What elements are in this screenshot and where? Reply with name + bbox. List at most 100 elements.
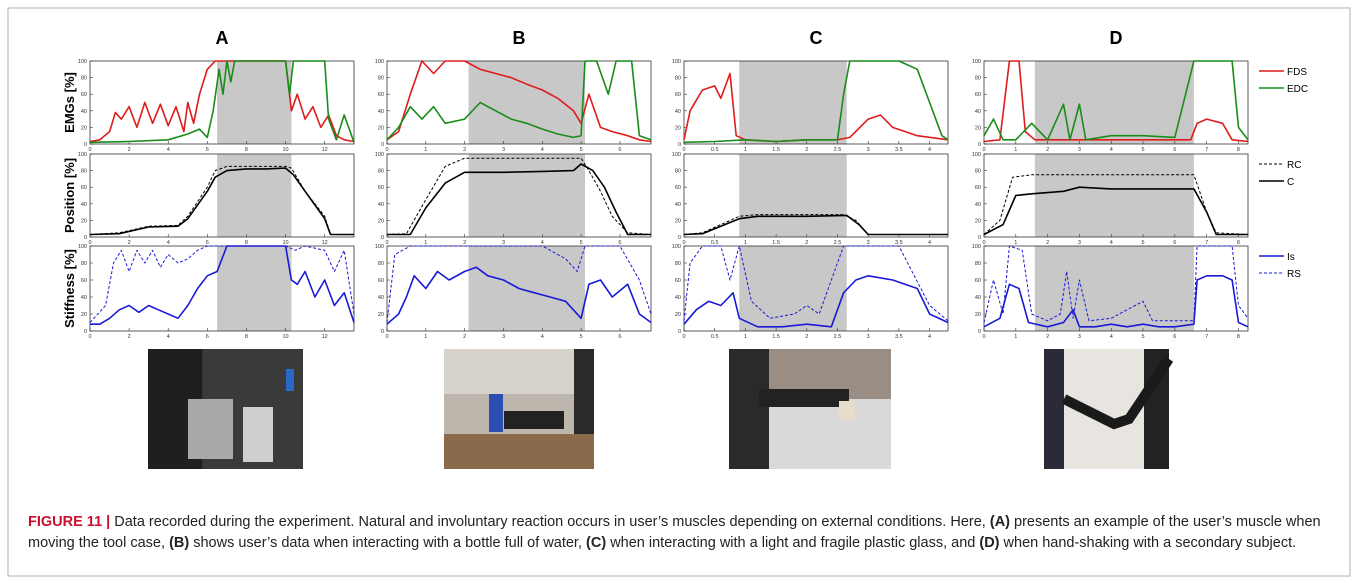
shaded-interval — [468, 61, 585, 144]
photo-person-left — [1044, 349, 1064, 469]
y-tick-label: 40 — [378, 295, 384, 301]
x-tick-label: 1 — [1014, 240, 1017, 246]
series-c-line — [89, 167, 354, 236]
x-tick-label: 4 — [541, 334, 544, 340]
y-tick-label: 100 — [972, 152, 981, 158]
photo-prosthesis — [504, 411, 564, 429]
series-fds-line — [983, 60, 1249, 143]
y-tick-label: 60 — [975, 278, 981, 284]
y-tick-label: 60 — [378, 92, 384, 98]
x-tick-label: 12 — [322, 147, 328, 153]
y-tick-label: 80 — [975, 76, 981, 82]
y-tick-label: 40 — [81, 109, 87, 115]
x-tick-label: 5 — [1142, 334, 1145, 340]
y-tick-label: 20 — [378, 125, 384, 131]
y-tick-label: 100 — [972, 59, 981, 65]
row-label-emg: EMGs [%] — [62, 72, 77, 133]
axes-box — [683, 60, 949, 145]
legend-label-fds: FDS — [1287, 67, 1307, 78]
y-tick-label: 100 — [78, 152, 87, 158]
axes-box — [89, 153, 355, 238]
x-tick-label: 2 — [805, 147, 808, 153]
y-tick-label: 20 — [81, 125, 87, 131]
shaded-interval — [739, 246, 847, 331]
y-tick-label: 80 — [81, 76, 87, 82]
x-tick-label: 2 — [463, 334, 466, 340]
y-tick-label: 100 — [672, 59, 681, 65]
y-tick-label: 40 — [81, 202, 87, 208]
x-tick-label: 4 — [167, 334, 170, 340]
x-tick-label: 2.5 — [834, 147, 842, 153]
series-rc-line — [386, 157, 652, 235]
shaded-interval — [468, 154, 585, 237]
x-tick-label: 0 — [385, 147, 388, 153]
photo-glass — [839, 401, 855, 419]
x-tick-label: 4 — [167, 240, 170, 246]
y-tick-label: 40 — [975, 202, 981, 208]
panel-letter-d: D — [1110, 28, 1123, 48]
x-tick-label: 2 — [1046, 147, 1049, 153]
plot-a-stiffness: 0 20 40 60 80 100 0 2 4 6 8 10 12 — [78, 244, 355, 340]
y-tick-label: 0 — [678, 235, 681, 241]
x-tick-label: 7 — [1205, 334, 1208, 340]
x-tick-label: 1.5 — [772, 334, 780, 340]
legend-stiffness: Is RS — [1259, 252, 1301, 280]
x-tick-label: 4 — [541, 147, 544, 153]
photo-box — [243, 407, 273, 462]
series-fds-line — [89, 60, 355, 143]
y-tick-label: 20 — [378, 312, 384, 318]
axes-box — [386, 60, 652, 145]
plot-a-emg: 0 20 40 60 80 100 0 2 4 6 8 10 12 — [78, 59, 355, 153]
y-tick-label: 80 — [675, 76, 681, 82]
x-tick-label: 3.5 — [895, 240, 903, 246]
series-c-line — [683, 214, 948, 236]
x-tick-label: 8 — [245, 240, 248, 246]
plot-c-stiffness: 0 20 40 60 80 100 0 0.5 1 1.5 2 2.5 3 3.5 4 — [672, 244, 949, 340]
x-tick-label: 6 — [618, 334, 621, 340]
x-tick-label: 3 — [1078, 240, 1081, 246]
shaded-interval — [468, 246, 585, 331]
series-rs-line — [683, 245, 949, 322]
x-tick-label: 1 — [424, 334, 427, 340]
series-is-line — [90, 245, 355, 325]
x-tick-label: 0 — [682, 147, 685, 153]
x-tick-label: 0 — [982, 334, 985, 340]
series-rs-line — [983, 245, 1249, 323]
x-tick-label: 0 — [88, 334, 91, 340]
x-tick-label: 0 — [682, 240, 685, 246]
photo-person — [729, 349, 769, 469]
x-tick-label: 1 — [744, 147, 747, 153]
row-label-position: Position [%] — [62, 158, 77, 233]
x-tick-label: 3 — [867, 240, 870, 246]
plot-d-position: 0 20 40 60 80 100 0 1 2 3 4 5 6 7 8 — [972, 152, 1249, 246]
y-tick-label: 60 — [378, 185, 384, 191]
y-tick-label: 80 — [975, 169, 981, 175]
x-tick-label: 1 — [1014, 147, 1017, 153]
figure-border — [7, 7, 1351, 577]
y-tick-label: 0 — [978, 329, 981, 335]
y-tick-label: 40 — [378, 109, 384, 115]
x-tick-label: 6 — [206, 240, 209, 246]
y-tick-label: 100 — [375, 152, 384, 158]
y-tick-label: 0 — [381, 329, 384, 335]
axes-box — [983, 153, 1249, 238]
x-tick-label: 4 — [167, 147, 170, 153]
shaded-interval — [1034, 154, 1194, 237]
x-tick-label: 2 — [463, 240, 466, 246]
x-tick-label: 5 — [580, 147, 583, 153]
x-tick-label: 4 — [928, 147, 931, 153]
series-rc-line — [983, 174, 1249, 235]
y-tick-label: 80 — [81, 261, 87, 267]
y-tick-label: 80 — [378, 76, 384, 82]
y-tick-label: 100 — [78, 59, 87, 65]
x-tick-label: 3 — [867, 334, 870, 340]
series-edc-line — [386, 60, 652, 141]
photo-arms — [1061, 356, 1174, 430]
axes-box — [983, 60, 1249, 145]
series-is-line — [386, 266, 652, 325]
legend-emg: FDS EDC — [1259, 67, 1308, 95]
x-tick-label: 0.5 — [711, 334, 719, 340]
photo-bottle-icon — [444, 349, 594, 469]
photo-plastic-glass-icon — [729, 349, 891, 469]
